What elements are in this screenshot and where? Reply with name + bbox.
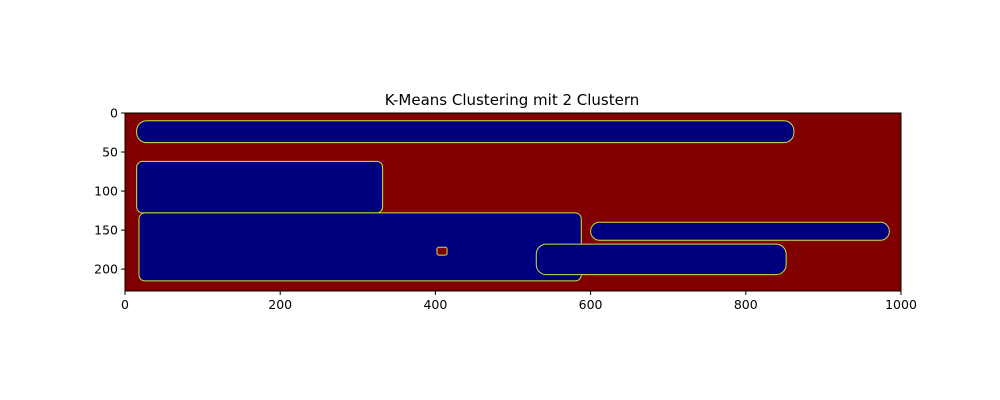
x-tick-label: 1000 (885, 297, 917, 312)
y-tick-label: 100 (94, 184, 118, 199)
cluster-1-region-4 (535, 243, 787, 276)
cluster-1-region-2 (138, 212, 582, 282)
x-tick-label: 600 (579, 297, 603, 312)
x-tick-label: 800 (734, 297, 758, 312)
heatmap-plot-area (124, 112, 902, 292)
cluster-1-region-3 (590, 221, 890, 241)
y-tick-label: 50 (102, 145, 118, 160)
chart-title: K-Means Clustering mit 2 Clustern (385, 91, 640, 109)
cluster-1-region-0 (136, 120, 795, 144)
y-axis: 0 50 100 150 200 (94, 106, 125, 277)
y-tick-label: 200 (94, 262, 118, 277)
cluster-regions (136, 120, 890, 282)
x-axis: 0 200 400 600 800 1000 (121, 291, 917, 312)
x-tick-label: 200 (268, 297, 292, 312)
x-tick-label: 400 (423, 297, 447, 312)
y-tick-label: 0 (110, 106, 118, 121)
plot-frame (124, 112, 902, 292)
cluster-1-region-1 (136, 160, 384, 214)
y-tick-label: 150 (94, 223, 118, 238)
cluster-0-spot (436, 246, 448, 256)
x-tick-label: 0 (121, 297, 129, 312)
